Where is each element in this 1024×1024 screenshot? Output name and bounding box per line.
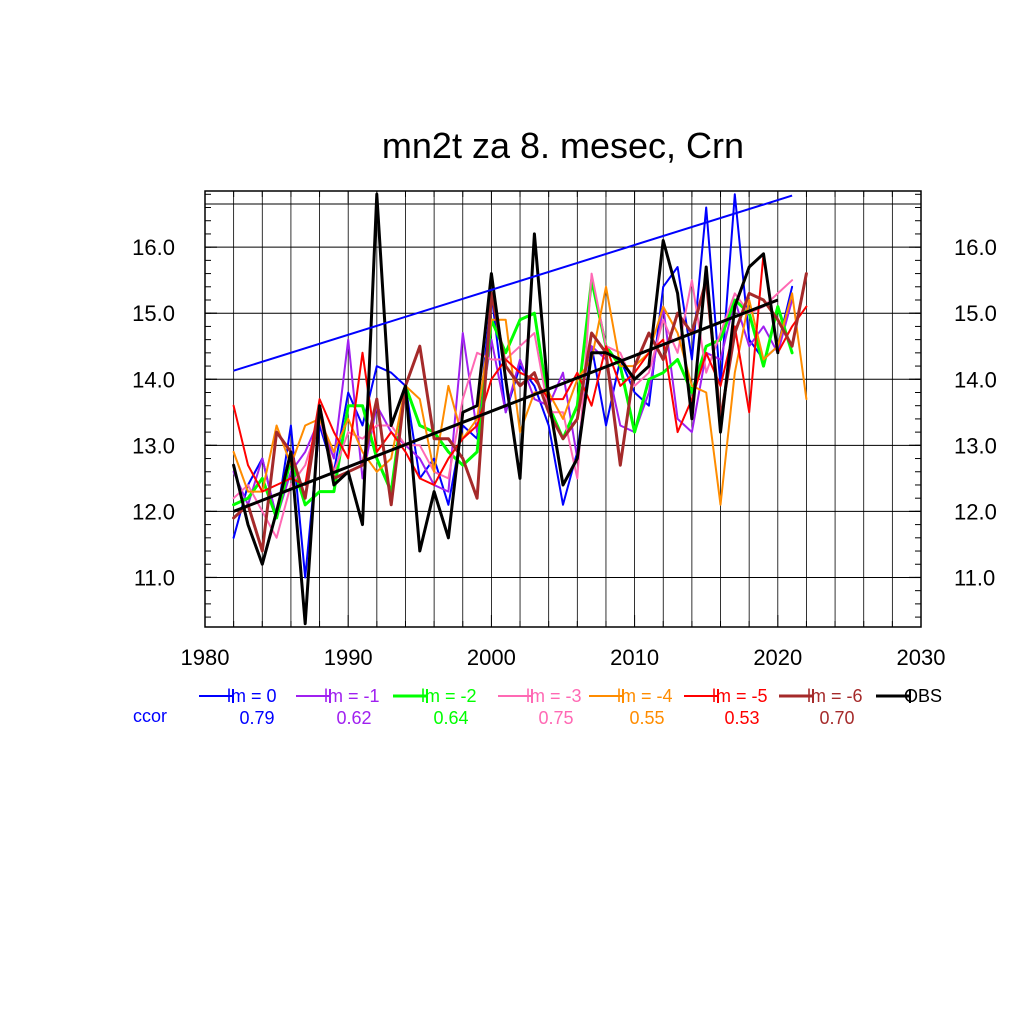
ccor-label: ccor <box>133 706 167 726</box>
y-tick-label-left: 13.0 <box>132 433 175 458</box>
legend-entry-label: lm = -5 <box>712 686 768 706</box>
x-tick-label: 2030 <box>897 645 946 670</box>
x-tick-label: 1980 <box>181 645 230 670</box>
trend-line-obs-trend <box>233 298 779 513</box>
ccor-value: 0.55 <box>629 708 664 728</box>
series-line-obs <box>232 192 780 626</box>
ccor-value: 0.53 <box>724 708 759 728</box>
y-tick-label-left: 12.0 <box>132 499 175 524</box>
chart-title: mn2t za 8. mesec, Crn <box>382 125 744 166</box>
ccor-value: 0.79 <box>239 708 274 728</box>
ccor-value: 0.75 <box>538 708 573 728</box>
legend-entry-label: OBS <box>904 686 942 706</box>
trend-line-lm-0-trend <box>233 194 793 372</box>
y-tick-label-right: 11.0 <box>954 565 995 590</box>
ccor-value: 0.70 <box>819 708 854 728</box>
legend: ccor lm = 00.79 lm = -10.62 lm = -20.64 lm … <box>133 686 942 728</box>
plot-frame <box>204 190 922 628</box>
y-tick-label-left: 14.0 <box>132 367 175 392</box>
legend-entry-label: lm = -2 <box>421 686 477 706</box>
plot-area: 11.0 11.0 12.0 12.0 13.0 13.0 14.0 14.0 15.0 15.0… <box>132 190 997 670</box>
series-line-lm-4 <box>232 285 808 506</box>
y-tick-label-right: 12.0 <box>954 499 997 524</box>
x-tick-label: 2000 <box>467 645 516 670</box>
ccor-value: 0.62 <box>336 708 371 728</box>
y-tick-label-right: 14.0 <box>954 367 997 392</box>
y-tick-label-right: 15.0 <box>954 301 997 326</box>
ccor-value: 0.64 <box>433 708 468 728</box>
legend-entry-label: lm = -3 <box>526 686 582 706</box>
y-tick-label-right: 13.0 <box>954 433 997 458</box>
y-tick-label-left: 15.0 <box>132 301 175 326</box>
x-tick-label: 2020 <box>753 645 802 670</box>
y-tick-label-left: 16.0 <box>132 235 175 260</box>
y-tick-label-left: 11.0 <box>134 565 175 590</box>
legend-entry-label: lm = -1 <box>324 686 380 706</box>
x-tick-label: 1990 <box>324 645 373 670</box>
legend-entry-label: lm = 0 <box>227 686 277 706</box>
series-line-lm-5 <box>232 252 808 493</box>
legend-entry-label: lm = -4 <box>617 686 673 706</box>
y-tick-label-right: 16.0 <box>954 235 997 260</box>
x-tick-label: 2010 <box>610 645 659 670</box>
legend-entry-label: lm = -6 <box>807 686 863 706</box>
series-line-lm-2 <box>232 278 794 520</box>
